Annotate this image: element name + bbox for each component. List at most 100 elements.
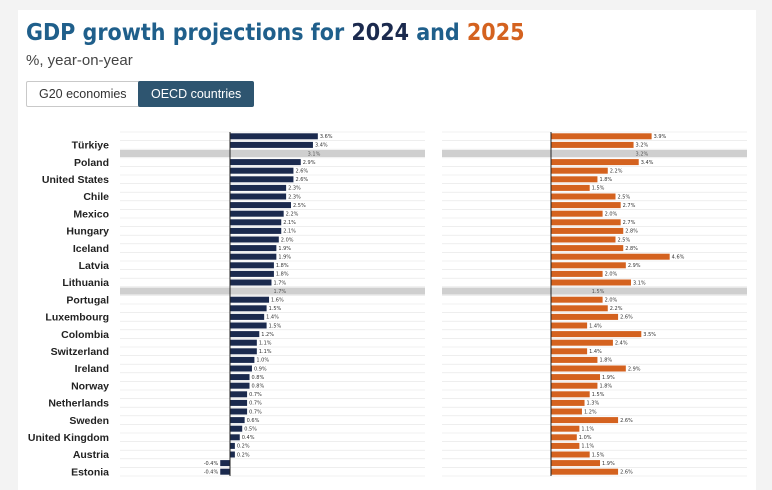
- category-label: Portugal: [66, 294, 109, 306]
- category-label: Norway: [71, 380, 109, 392]
- data-label-2025-26: 1.8%: [599, 358, 612, 364]
- bar-2025-23: [551, 331, 642, 338]
- bar-2024-34: [230, 425, 243, 432]
- data-label-2024-8: 2.5%: [293, 203, 306, 209]
- data-label-2024-37: 0.2%: [237, 452, 250, 458]
- data-label-2024-6: 2.3%: [288, 186, 301, 192]
- data-label-2024-26: 1.0%: [256, 358, 269, 364]
- data-label-2024-10: 2.1%: [283, 220, 296, 226]
- data-label-2025-18: 1.5%: [592, 289, 605, 295]
- title-text: GDP growth projections for: [26, 20, 352, 46]
- bar-2025-15: [551, 262, 626, 269]
- bar-2024-12: [230, 236, 279, 243]
- data-label-2024-32: 0.7%: [249, 409, 262, 415]
- bar-2024-9: [230, 210, 284, 217]
- bar-2025-31: [551, 399, 585, 406]
- bar-2024-26: [230, 356, 255, 363]
- bar-2024-25: [230, 348, 257, 355]
- data-label-2025-22: 1.4%: [589, 323, 602, 329]
- data-label-2024-14: 1.9%: [278, 255, 291, 261]
- category-label: Switzerland: [51, 346, 109, 358]
- bar-2025-33: [551, 417, 619, 424]
- bar-2024-22: [230, 322, 267, 329]
- bar-2024-17: [230, 279, 272, 286]
- category-label: Sweden: [69, 415, 109, 427]
- data-label-2024-4: 2.6%: [295, 169, 308, 175]
- bar-2025-5: [551, 176, 598, 183]
- data-label-2025-12: 2.5%: [618, 237, 631, 243]
- bar-2024-39: [220, 468, 230, 475]
- data-label-2024-36: 0.2%: [237, 444, 250, 450]
- data-label-2025-38: 1.9%: [602, 461, 615, 467]
- data-label-2024-19: 1.6%: [271, 298, 284, 304]
- bar-2025-38: [551, 460, 601, 467]
- bar-2024-21: [230, 313, 265, 320]
- bar-2025-16: [551, 270, 603, 277]
- data-label-2025-31: 1.3%: [587, 401, 600, 407]
- data-label-2024-31: 0.7%: [249, 401, 262, 407]
- bar-2025-35: [551, 434, 577, 441]
- data-label-2024-34: 0.5%: [244, 427, 257, 433]
- bar-2024-32: [230, 408, 248, 415]
- chart-title: GDP growth projections for 2024 and 2025: [26, 18, 525, 48]
- bar-2025-36: [551, 442, 580, 449]
- bar-2025-10: [551, 219, 621, 226]
- bar-2024-5: [230, 176, 294, 183]
- category-label: Lithuania: [62, 277, 109, 289]
- bar-2025-34: [551, 425, 580, 432]
- data-label-2024-22: 1.5%: [269, 323, 282, 329]
- data-label-2025-30: 1.5%: [592, 392, 605, 398]
- bar-2025-12: [551, 236, 616, 243]
- bar-2025-28: [551, 374, 601, 381]
- highlight-row-2025-18: [442, 287, 747, 295]
- bar-2024-37: [230, 451, 235, 458]
- title-year-2024: 2024: [351, 20, 409, 46]
- tab-oecd-countries[interactable]: OECD countries: [138, 81, 255, 107]
- data-label-2025-10: 2.7%: [623, 220, 636, 226]
- bar-2025-19: [551, 296, 603, 303]
- tab-g20-economies[interactable]: G20 economies: [26, 81, 140, 107]
- bar-2024-19: [230, 296, 270, 303]
- data-label-2024-12: 2.0%: [281, 237, 294, 243]
- highlight-row-2024-18: [120, 287, 425, 295]
- bar-2024-10: [230, 219, 282, 226]
- data-label-2024-27: 0.9%: [254, 366, 267, 372]
- bar-2024-15: [230, 262, 274, 269]
- bar-2024-14: [230, 253, 277, 260]
- data-label-2025-3: 3.4%: [641, 160, 654, 166]
- category-label: Colombia: [61, 329, 109, 341]
- bar-2025-32: [551, 408, 582, 415]
- bar-2024-4: [230, 167, 294, 174]
- bar-2024-35: [230, 434, 240, 441]
- data-label-2024-30: 0.7%: [249, 392, 262, 398]
- bar-2025-26: [551, 356, 598, 363]
- bar-2025-14: [551, 253, 670, 260]
- category-label: Netherlands: [48, 398, 109, 410]
- bar-2025-25: [551, 348, 588, 355]
- bar-2024-16: [230, 270, 274, 277]
- category-label: Iceland: [73, 243, 109, 255]
- data-label-2024-20: 1.5%: [269, 306, 282, 312]
- bar-2024-36: [230, 442, 235, 449]
- data-label-2025-11: 2.8%: [625, 229, 638, 235]
- bar-2025-29: [551, 382, 598, 389]
- bar-2024-0: [230, 133, 318, 140]
- data-label-2024-5: 2.6%: [295, 177, 308, 183]
- bar-2025-22: [551, 322, 588, 329]
- data-label-2024-33: 0.6%: [247, 418, 260, 424]
- data-label-2025-0: 3.9%: [654, 134, 667, 140]
- bar-2025-6: [551, 184, 590, 191]
- bar-2025-39: [551, 468, 619, 475]
- data-label-2024-23: 1.2%: [261, 332, 274, 338]
- bar-2024-1: [230, 141, 313, 148]
- data-label-2024-3: 2.9%: [303, 160, 316, 166]
- data-label-2025-9: 2.0%: [605, 212, 618, 218]
- category-label: Türkiye: [72, 140, 110, 152]
- bar-2025-13: [551, 245, 624, 252]
- title-and: and: [409, 20, 467, 46]
- bar-2025-20: [551, 305, 608, 312]
- bar-2025-0: [551, 133, 652, 140]
- data-label-2024-35: 0.4%: [242, 435, 255, 441]
- chart-subtitle: %, year-on-year: [26, 52, 133, 69]
